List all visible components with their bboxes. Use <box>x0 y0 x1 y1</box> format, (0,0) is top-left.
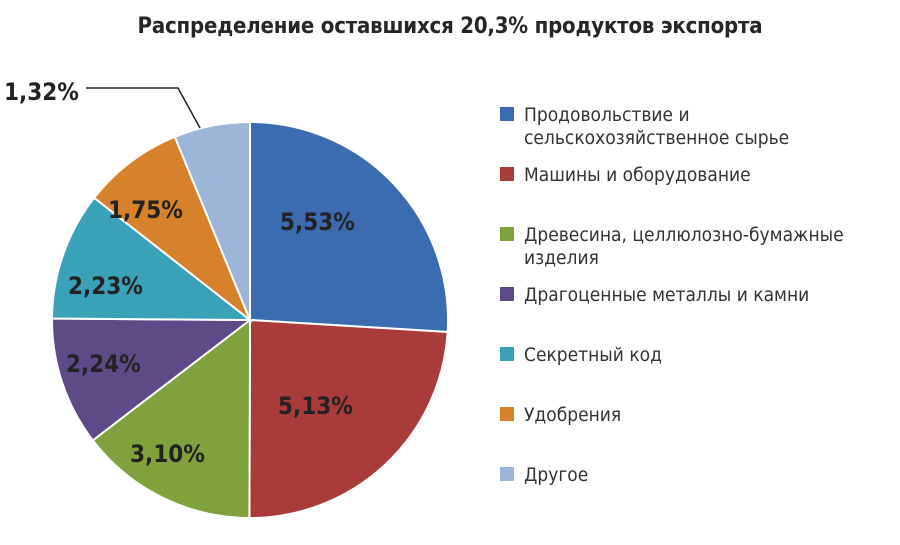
legend-label: Машины и оборудование <box>524 164 884 187</box>
legend-swatch <box>500 347 514 361</box>
legend-label: Драгоценные металлы и камни <box>524 284 884 307</box>
legend-label: Древесина, целлюлозно-бумажные изделия <box>524 224 884 270</box>
legend-label: Другое <box>524 464 884 487</box>
pie-slice-label-fert: 1,75% <box>108 196 183 224</box>
pie-slice-label-wood: 3,10% <box>130 440 205 468</box>
pie-callout-line <box>86 88 200 128</box>
legend-swatch <box>500 227 514 241</box>
legend-label: Секретный код <box>524 344 884 367</box>
legend-label: Удобрения <box>524 404 884 427</box>
pie-slice-label-gems: 2,24% <box>66 350 141 378</box>
pie-slice-label-machines: 5,13% <box>278 392 353 420</box>
legend-label: Продовольствие и сельскохозяйственное сы… <box>524 104 884 150</box>
legend-swatch <box>500 287 514 301</box>
pie-slice-label-secret: 2,23% <box>68 272 143 300</box>
pie-slice-label-food: 5,53% <box>280 208 355 236</box>
legend-swatch <box>500 167 514 181</box>
legend-swatch <box>500 467 514 481</box>
pie-callout-label: 1,32% <box>4 78 79 106</box>
legend-swatch <box>500 407 514 421</box>
legend-swatch <box>500 107 514 121</box>
